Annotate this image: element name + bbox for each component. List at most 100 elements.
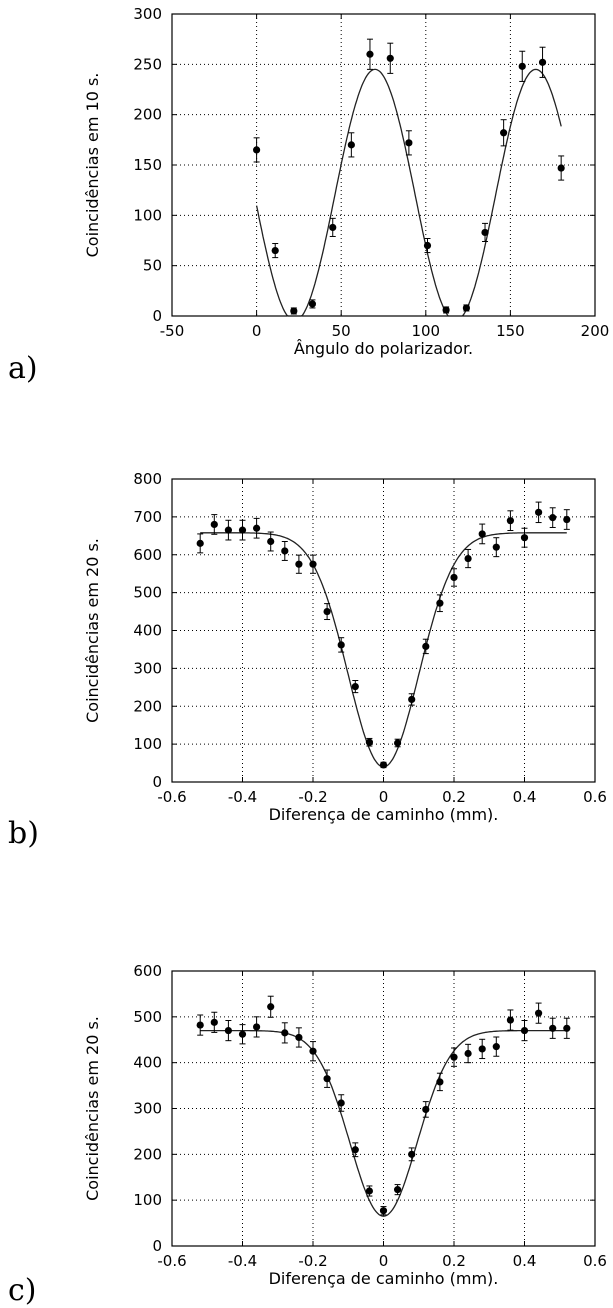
data-point <box>436 599 444 607</box>
x-tick-label: 150 <box>496 322 525 340</box>
data-point <box>210 1018 218 1026</box>
fit-curve <box>255 68 562 317</box>
x-tick-label: 200 <box>581 322 610 340</box>
data-point <box>535 1009 543 1017</box>
data-point <box>309 560 317 568</box>
x-tick-label: 100 <box>411 322 440 340</box>
y-tick-label: 50 <box>143 257 162 275</box>
data-point <box>253 146 261 154</box>
data-point <box>450 573 458 582</box>
data-point <box>549 514 557 522</box>
data-point <box>290 307 298 315</box>
data-point <box>422 1105 430 1114</box>
data-point <box>535 508 543 516</box>
y-tick-label: 200 <box>133 106 162 124</box>
data-point <box>408 695 416 704</box>
data-point <box>436 1078 444 1086</box>
data-point <box>478 1045 486 1053</box>
data-point <box>365 738 373 746</box>
x-tick-label: 0.2 <box>442 788 466 806</box>
x-tick-label: -0.2 <box>298 1252 327 1270</box>
data-point <box>281 547 289 555</box>
data-point <box>295 1033 303 1042</box>
y-tick-label: 200 <box>133 697 162 715</box>
data-point <box>422 642 430 651</box>
y-tick-label: 150 <box>133 156 162 174</box>
data-point <box>323 607 331 616</box>
x-tick-label: -50 <box>160 322 185 340</box>
x-tick-label: 0.6 <box>583 788 607 806</box>
y-tick-label: 250 <box>133 55 162 73</box>
y-tick-label: 0 <box>152 773 162 791</box>
data-point <box>210 520 218 529</box>
data-point <box>478 530 486 538</box>
data-point <box>394 739 402 747</box>
plot-frame <box>171 13 596 317</box>
y-tick-label: 400 <box>133 622 162 640</box>
data-point <box>267 537 275 546</box>
data-point <box>464 554 472 563</box>
y-tick-label: 100 <box>133 735 162 753</box>
y-axis-title: Coincidências em 20 s. <box>83 1016 102 1201</box>
y-tick-label: 0 <box>152 307 162 325</box>
y-tick-label: 0 <box>152 1237 162 1255</box>
data-point <box>386 54 394 62</box>
data-point <box>347 141 355 149</box>
y-tick-label: 700 <box>133 508 162 526</box>
plot-frame <box>171 970 596 1247</box>
data-point <box>464 1049 472 1058</box>
x-tick-label: -0.6 <box>157 1252 186 1270</box>
data-point <box>351 1146 359 1154</box>
panel-label: a) <box>8 351 38 386</box>
y-tick-label: 600 <box>133 962 162 980</box>
data-point <box>506 517 514 525</box>
data-point <box>365 1187 373 1195</box>
data-point <box>520 1026 529 1035</box>
y-tick-label: 800 <box>133 470 162 488</box>
data-point <box>520 534 529 542</box>
data-point <box>271 246 279 255</box>
panel-label: b) <box>8 816 39 851</box>
y-tick-label: 100 <box>133 206 162 224</box>
panel-label: c) <box>8 1273 37 1308</box>
data-point <box>238 526 247 534</box>
x-tick-label: -0.4 <box>228 1252 257 1270</box>
data-point <box>379 1207 388 1215</box>
data-point <box>366 50 374 58</box>
y-tick-label: 300 <box>133 5 162 23</box>
data-point <box>563 515 571 524</box>
data-point <box>500 129 508 137</box>
x-tick-label: 0.6 <box>583 1252 607 1270</box>
chart-panel-2: -0.6 -0.4 -0.2 0 0.2 0.4 0.6 0 100 200 300 400 500 60… <box>8 470 607 851</box>
data-point <box>253 1023 261 1031</box>
data-point <box>481 228 489 237</box>
y-tick-label: 600 <box>133 546 162 564</box>
y-tick-label: 500 <box>133 584 162 602</box>
data-point <box>394 1186 402 1194</box>
data-point <box>323 1075 331 1083</box>
data-point <box>337 1099 345 1107</box>
data-point <box>238 1030 247 1038</box>
y-axis-title: Coincidências em 20 s. <box>83 538 102 723</box>
data-point <box>518 62 526 70</box>
data-point <box>281 1029 289 1037</box>
data-point <box>329 223 337 232</box>
data-point <box>563 1024 571 1032</box>
x-tick-label: 0.4 <box>513 788 537 806</box>
data-point <box>492 543 500 551</box>
x-tick-label: -0.6 <box>157 788 186 806</box>
data-point <box>253 524 261 532</box>
data-point <box>309 1047 317 1055</box>
data-point <box>549 1024 557 1032</box>
data-point <box>337 641 345 649</box>
y-tick-label: 300 <box>133 659 162 677</box>
data-point <box>196 1021 204 1029</box>
x-tick-label: -0.4 <box>228 788 257 806</box>
x-axis-title: Ângulo do polarizador. <box>294 339 473 358</box>
data-point <box>492 1043 500 1051</box>
y-tick-label: 300 <box>133 1100 162 1118</box>
y-tick-label: 200 <box>133 1145 162 1163</box>
y-tick-label: 400 <box>133 1054 162 1072</box>
data-point <box>224 1026 232 1035</box>
